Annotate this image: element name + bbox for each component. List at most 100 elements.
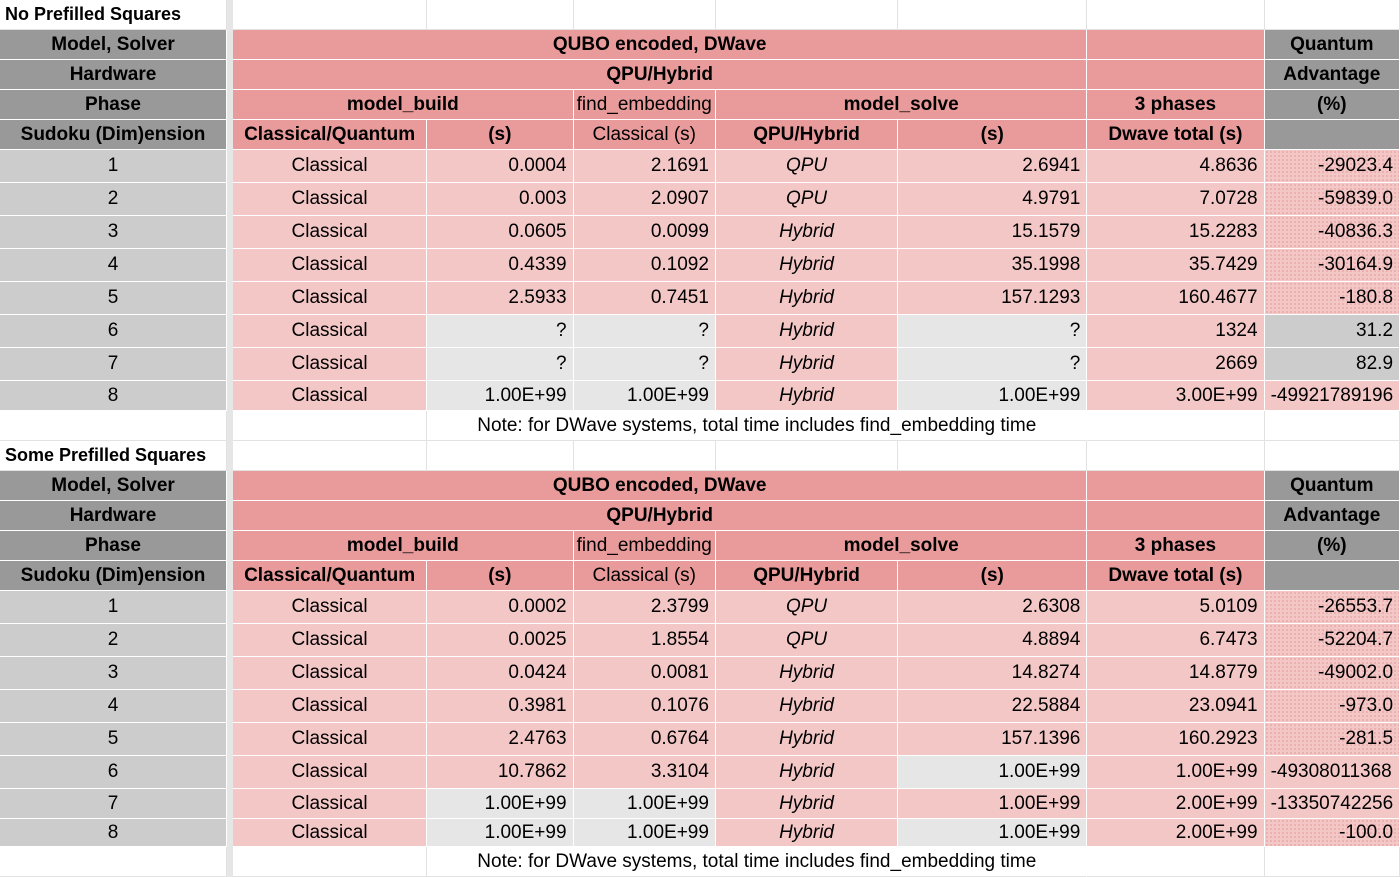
cq-cell[interactable]: Classical [233,591,428,624]
hw-cell[interactable]: Hybrid [715,348,899,381]
hw-cell[interactable]: Hybrid [715,723,899,756]
empty-cell[interactable] [898,441,1088,471]
dim-cell[interactable]: 8 [0,819,227,847]
dim-cell[interactable]: 5 [0,723,227,756]
note-text[interactable]: Note: for DWave systems, total time incl… [427,847,1088,877]
cq-cell[interactable]: Classical [233,756,428,789]
header-classical-quantum[interactable]: Classical/Quantum [233,561,428,591]
header-model-build[interactable]: model_build [233,90,574,120]
header-qpu-hybrid[interactable]: QPU/Hybrid [233,501,1088,531]
header-percent[interactable]: (%) [1264,531,1400,561]
hw-cell[interactable]: Hybrid [715,657,899,690]
dim-cell[interactable]: 4 [0,690,227,723]
empty-cell[interactable] [427,441,574,471]
hw-cell[interactable]: QPU [715,150,899,183]
cq-cell[interactable]: Classical [233,315,428,348]
build-cell[interactable]: 0.003 [427,183,574,216]
dim-cell[interactable]: 4 [0,249,227,282]
solve-cell[interactable]: 157.1293 [898,282,1088,315]
header-qpu-hybrid-2[interactable]: QPU/Hybrid [715,561,899,591]
solve-cell[interactable]: 1.00E+99 [898,756,1088,789]
total-cell[interactable]: 14.8779 [1087,657,1265,690]
build-cell[interactable]: ? [427,315,574,348]
solve-cell[interactable]: ? [898,315,1088,348]
embed-cell[interactable]: 2.3799 [573,591,716,624]
cq-cell[interactable]: Classical [233,282,428,315]
solve-cell[interactable]: 157.1396 [898,723,1088,756]
embed-cell[interactable]: 1.00E+99 [573,819,716,847]
cq-cell[interactable]: Classical [233,690,428,723]
header-find-embedding[interactable]: find_embedding [573,531,716,561]
qa-cell[interactable]: -40836.3 [1264,216,1400,249]
empty-cell[interactable] [573,0,716,30]
qa-cell[interactable]: -30164.9 [1264,249,1400,282]
section-title[interactable]: No Prefilled Squares [0,0,228,30]
cq-cell[interactable]: Classical [233,348,428,381]
empty-cell[interactable] [1087,60,1265,90]
embed-cell[interactable]: 0.6764 [573,723,716,756]
qa-cell[interactable]: -49921789196 [1264,381,1400,411]
solve-cell[interactable]: 35.1998 [898,249,1088,282]
dim-cell[interactable]: 2 [0,624,227,657]
solve-cell[interactable]: 1.00E+99 [898,381,1088,411]
empty-cell[interactable] [1087,847,1265,877]
total-cell[interactable]: 2.00E+99 [1087,789,1265,819]
total-cell[interactable]: 1324 [1087,315,1265,348]
cq-cell[interactable]: Classical [233,657,428,690]
header-find-embedding[interactable]: find_embedding [573,90,716,120]
solve-cell[interactable]: 15.1579 [898,216,1088,249]
embed-cell[interactable]: 0.0099 [573,216,716,249]
dim-cell[interactable]: 8 [0,381,227,411]
section-title[interactable]: Some Prefilled Squares [0,441,228,471]
empty-cell[interactable] [573,441,716,471]
embed-cell[interactable]: 2.0907 [573,183,716,216]
header-model-solver[interactable]: Model, Solver [0,471,228,501]
dim-cell[interactable]: 7 [0,789,227,819]
cq-cell[interactable]: Classical [233,723,428,756]
cq-cell[interactable]: Classical [233,624,428,657]
header-phase[interactable]: Phase [0,90,228,120]
header-model-solve[interactable]: model_solve [715,90,1088,120]
header-classical-s[interactable]: Classical (s) [573,120,716,150]
embed-cell[interactable]: ? [573,315,716,348]
qa-cell[interactable]: 31.2 [1264,315,1400,348]
hw-cell[interactable]: Hybrid [715,282,899,315]
cq-cell[interactable]: Classical [233,216,428,249]
header-qpu-hybrid[interactable]: QPU/Hybrid [233,60,1088,90]
embed-cell[interactable]: 1.8554 [573,624,716,657]
header-three-phases[interactable]: 3 phases [1087,531,1265,561]
total-cell[interactable]: 15.2283 [1087,216,1265,249]
header-phase[interactable]: Phase [0,531,228,561]
embed-cell[interactable]: ? [573,348,716,381]
embed-cell[interactable]: 1.00E+99 [573,381,716,411]
qa-cell[interactable]: -29023.4 [1264,150,1400,183]
header-percent[interactable]: (%) [1264,90,1400,120]
empty-cell[interactable] [898,0,1088,30]
build-cell[interactable]: 0.0004 [427,150,574,183]
solve-cell[interactable]: 4.8894 [898,624,1088,657]
build-cell[interactable]: 0.0025 [427,624,574,657]
empty-cell[interactable] [1264,411,1400,441]
empty-cell[interactable] [1087,0,1265,30]
header-hardware[interactable]: Hardware [0,501,228,531]
hw-cell[interactable]: QPU [715,591,899,624]
qa-cell[interactable]: -26553.7 [1264,591,1400,624]
embed-cell[interactable]: 2.1691 [573,150,716,183]
qa-cell[interactable]: -281.5 [1264,723,1400,756]
solve-cell[interactable]: 1.00E+99 [898,819,1088,847]
hw-cell[interactable]: Hybrid [715,315,899,348]
empty-cell[interactable] [1264,120,1400,150]
qa-cell[interactable]: -52204.7 [1264,624,1400,657]
embed-cell[interactable]: 0.0081 [573,657,716,690]
hw-cell[interactable]: QPU [715,624,899,657]
hw-cell[interactable]: Hybrid [715,789,899,819]
note-text[interactable]: Note: for DWave systems, total time incl… [427,411,1088,441]
qa-cell[interactable]: -13350742256 [1264,789,1400,819]
build-cell[interactable]: ? [427,348,574,381]
header-advantage[interactable]: Advantage [1264,501,1400,531]
total-cell[interactable]: 2669 [1087,348,1265,381]
header-dwave-total[interactable]: Dwave total (s) [1087,561,1265,591]
solve-cell[interactable]: 2.6308 [898,591,1088,624]
hw-cell[interactable]: Hybrid [715,690,899,723]
solve-cell[interactable]: 2.6941 [898,150,1088,183]
